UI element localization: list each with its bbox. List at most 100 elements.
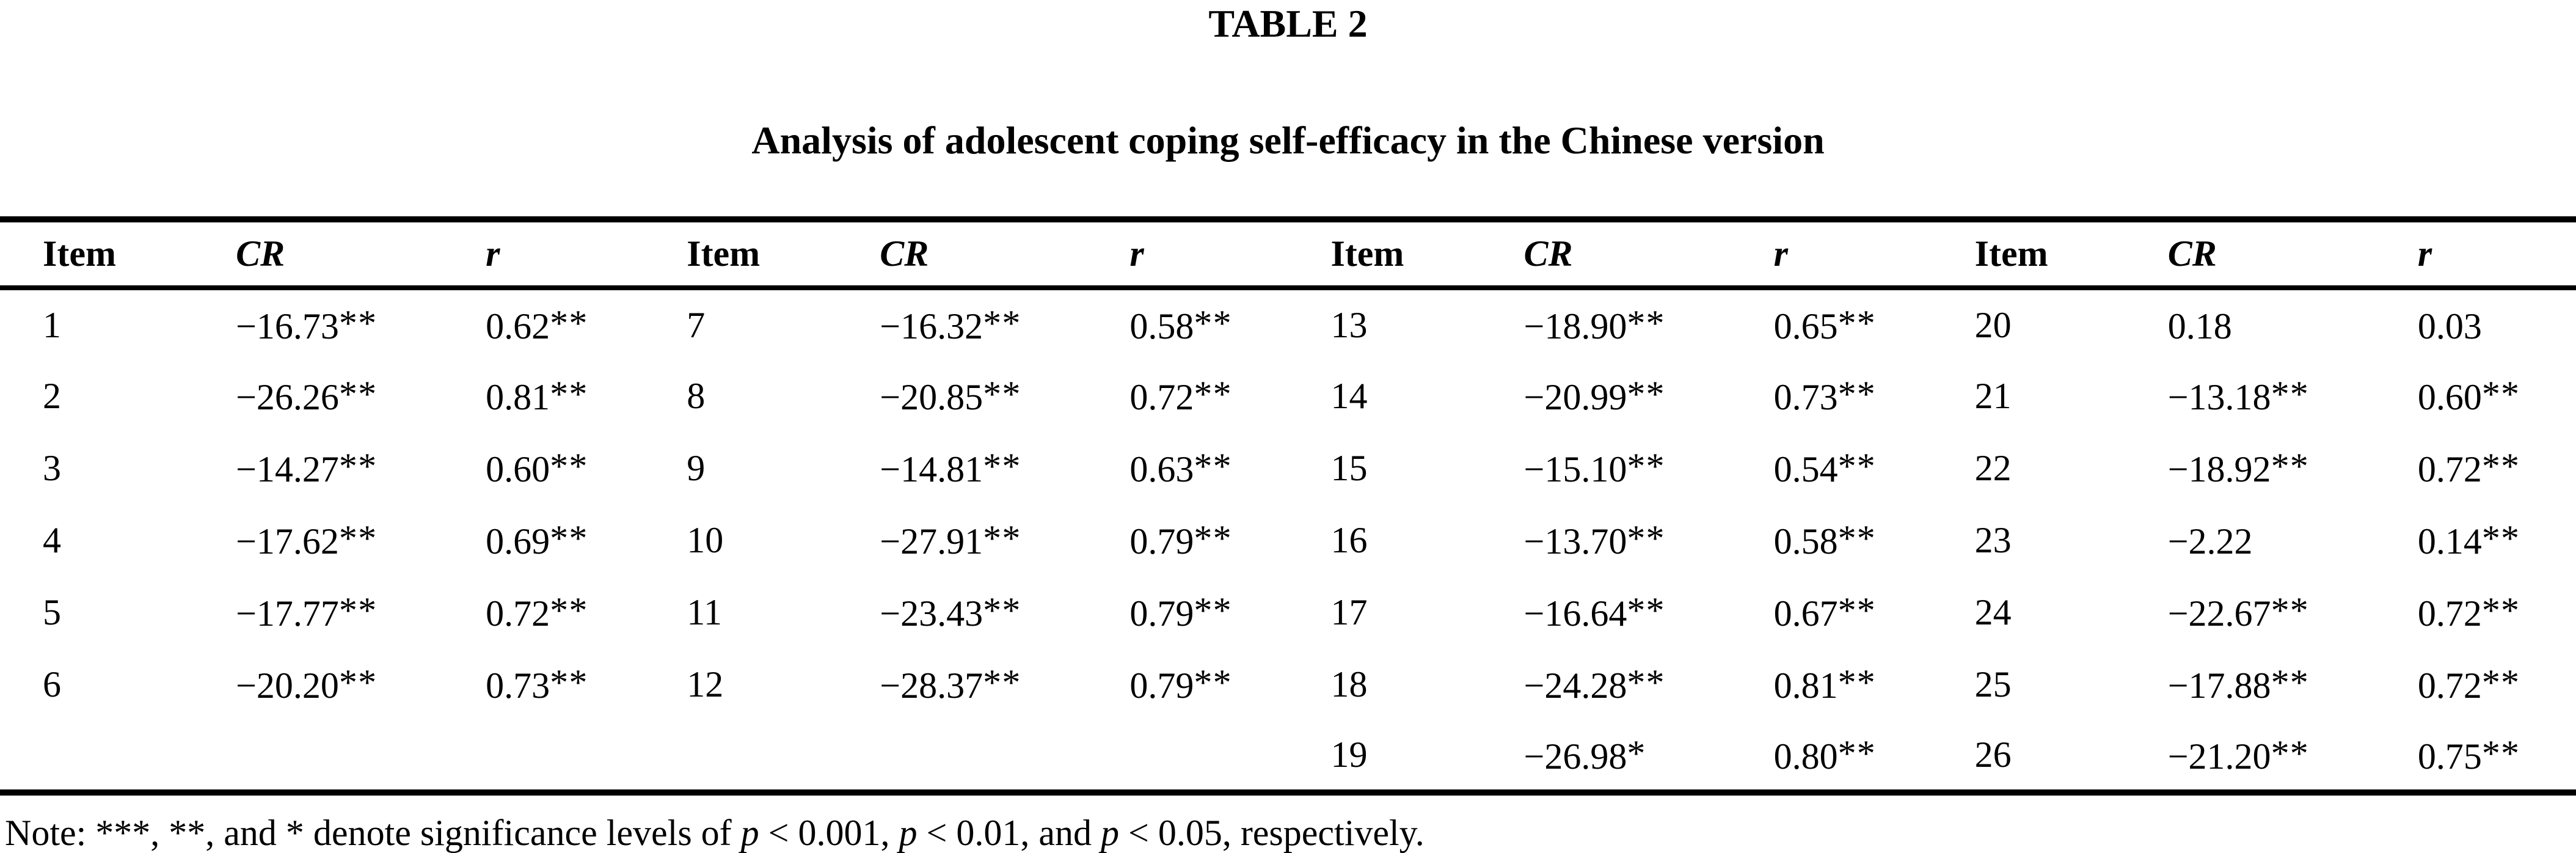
r-value: 0.81 [1773,665,1838,706]
cell-cr: −16.73** [193,288,443,360]
cell-item: 16 [1330,519,1368,560]
cr-value: −26.98 [1523,736,1627,777]
cell-cr: −17.62** [193,504,443,576]
cr-value: −22.67 [2167,593,2271,634]
cell-r [443,720,644,793]
significance-stars: ** [1837,374,1876,415]
cell-cr [193,720,443,793]
significance-stars: ** [2481,590,2520,631]
cell-item: 23 [1974,519,2012,560]
cell-cr: −24.28** [1481,648,1731,720]
significance-stars: ** [1627,518,1665,559]
significance-stars: ** [2271,662,2309,703]
cell-r: 0.75** [2375,720,2576,793]
r-value: 0.81 [486,376,550,417]
significance-stars: ** [1627,446,1665,487]
cell-r: 0.69** [443,504,644,576]
significance-stars: ** [2481,518,2520,559]
significance-stars: ** [1627,374,1665,415]
significance-stars: ** [1837,590,1876,631]
cell-item: 19 [1330,734,1368,775]
cell-cr: −14.27** [193,432,443,504]
significance-stars: ** [2271,590,2309,631]
cell-item: 2 [43,375,61,416]
cell-item: 5 [43,591,61,632]
cr-value: −20.85 [880,376,983,417]
cell-r: 0.65** [1731,288,1932,360]
significance-stars: ** [1837,733,1876,774]
significance-stars: ** [1194,590,1232,631]
cell-cr: −13.18** [2125,360,2375,432]
cell-item: 18 [1330,664,1368,705]
cell-cr: −13.70** [1481,504,1731,576]
cell-r: 0.80** [1731,720,1932,793]
r-value: 0.67 [1773,593,1838,634]
r-value: 0.60 [2417,376,2482,417]
significance-stars: ** [338,374,378,415]
cr-value: −16.64 [1523,593,1627,634]
cell-r: 0.81** [1731,648,1932,720]
header-cr-4: CR [2125,219,2375,290]
table-row: 5 −17.77** 0.72** 11 −23.43** 0.79** 17 … [0,576,2576,648]
header-row: Item CR r Item CR r Item CR r Item CR r [0,219,2576,290]
cr-value: −17.88 [2167,665,2271,706]
cell-cr: −20.99** [1481,360,1731,432]
cell-r: 0.62** [443,288,644,360]
cell-cr: −14.81** [837,432,1087,504]
r-value: 0.75 [2417,736,2482,777]
cell-r: 0.58** [1087,288,1288,360]
table-number-title: TABLE 2 [1208,2,1368,45]
cr-value: −27.91 [880,521,983,562]
cr-value: −16.73 [236,306,339,346]
note-p-symbol: p [740,813,759,853]
r-value: 0.73 [486,665,550,706]
cell-cr: −27.91** [837,504,1087,576]
significance-stars: ** [983,590,1021,631]
significance-stars: ** [1837,303,1876,344]
cr-value: −23.43 [880,593,983,634]
r-value: 0.72 [486,593,550,634]
r-value: 0.63 [1129,448,1194,489]
r-value: 0.73 [1773,376,1838,417]
cell-r [1087,720,1288,793]
cell-r: 0.79** [1087,576,1288,648]
r-value: 0.80 [1773,736,1838,777]
r-value: 0.72 [2417,593,2482,634]
cell-cr: −26.26** [193,360,443,432]
significance-stars: ** [983,446,1021,487]
r-value: 0.72 [2417,665,2482,706]
header-r-3: r [1731,219,1932,290]
significance-stars: ** [338,446,378,487]
cell-cr: −28.37** [837,648,1087,720]
cell-r: 0.72** [2375,648,2576,720]
cr-value: −26.26 [236,376,339,417]
significance-stars: ** [1837,518,1876,559]
cell-r: 0.72** [2375,576,2576,648]
cr-value: −16.32 [880,306,983,346]
significance-stars: ** [550,662,588,703]
statistics-table: Item CR r Item CR r Item CR r Item CR r … [0,216,2576,796]
cr-value: −21.20 [2167,736,2271,777]
note-p-symbol: p [1100,813,1119,853]
cell-cr: −2.22 [2125,504,2375,576]
table-row: 3 −14.27** 0.60** 9 −14.81** 0.63** 15 −… [0,432,2576,504]
cr-value: −14.27 [236,448,339,489]
cell-cr: 0.18 [2125,288,2375,360]
cell-item: 3 [43,447,61,488]
significance-stars: ** [550,374,588,415]
r-value: 0.03 [2417,306,2482,346]
table-row: 2 −26.26** 0.81** 8 −20.85** 0.72** 14 −… [0,360,2576,432]
cell-item [644,720,837,793]
cell-r: 0.72** [2375,432,2576,504]
header-item-1: Item [0,219,194,290]
cr-value: 0.18 [2167,306,2232,346]
cell-cr: −18.90** [1481,288,1731,360]
significance-stars: ** [338,518,378,559]
significance-stars: ** [1194,446,1232,487]
cell-item: 4 [43,519,61,560]
r-value: 0.58 [1773,521,1838,562]
significance-stars: ** [338,590,378,631]
cell-cr: −20.20** [193,648,443,720]
table-row: 6 −20.20** 0.73** 12 −28.37** 0.79** 18 … [0,648,2576,720]
